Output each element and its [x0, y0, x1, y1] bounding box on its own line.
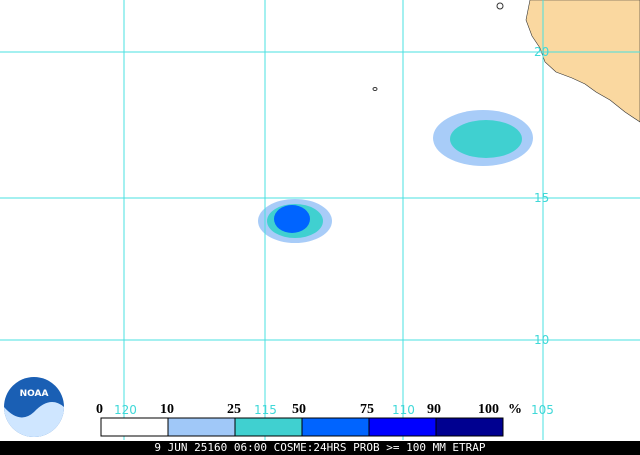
rain-area — [258, 110, 533, 243]
legend-label: 10 — [160, 402, 174, 417]
logo: NOAA — [4, 377, 64, 437]
lat-label: 10 — [534, 333, 549, 347]
legend-unit: % — [508, 402, 522, 417]
legend-swatch — [167, 417, 236, 437]
lon-label: 120 — [114, 403, 137, 417]
caption-bar — [0, 441, 640, 455]
logo-text: NOAA — [20, 389, 49, 399]
legend-label: 75 — [360, 402, 374, 417]
lon-label: 115 — [254, 403, 277, 417]
logo-wave — [4, 402, 64, 437]
island — [496, 2, 504, 10]
legend-label: 25 — [227, 402, 241, 417]
legend: 0 10 25 50 75 90 100 % — [96, 402, 522, 437]
lon-label: 105 — [531, 403, 554, 417]
prob-50 — [274, 205, 310, 233]
legend-label: 0 — [96, 402, 103, 417]
lat-label: 20 — [534, 45, 549, 59]
island — [372, 87, 378, 91]
legend-swatch — [368, 417, 437, 437]
legend-label: 50 — [292, 402, 306, 417]
prob-25 — [450, 120, 522, 158]
legend-label: 90 — [427, 402, 441, 417]
legend-swatch — [100, 417, 169, 437]
land — [525, 0, 640, 123]
lon-label: 110 — [392, 403, 415, 417]
caption: 9 JUN 25160 06:00 COSME:24HRS PROB >= 10… — [154, 441, 486, 454]
lat-label: 15 — [534, 191, 549, 205]
graticule — [0, 0, 640, 440]
legend-swatch — [234, 417, 303, 437]
legend-swatch — [435, 417, 504, 437]
legend-label: 100 — [478, 402, 499, 417]
legend-swatch — [301, 417, 370, 437]
